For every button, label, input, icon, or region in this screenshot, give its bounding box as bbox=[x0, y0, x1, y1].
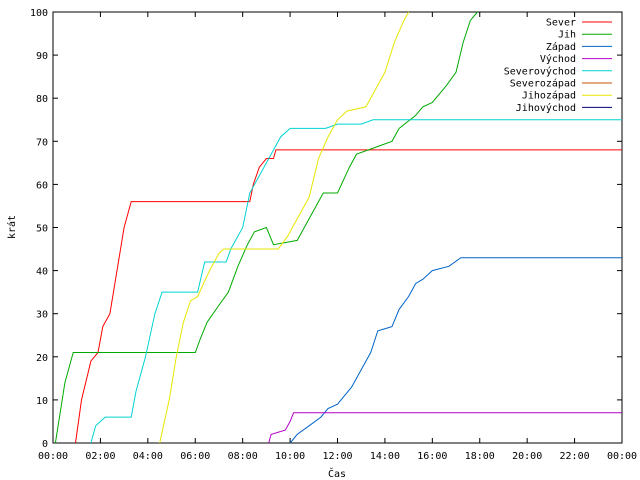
x-tick-label: 22:00 bbox=[560, 451, 590, 462]
series-line-Východ bbox=[268, 412, 622, 444]
series-line-Sever bbox=[75, 149, 622, 444]
legend-label: Severozápad bbox=[510, 78, 576, 90]
y-tick-label: 90 bbox=[36, 51, 48, 62]
x-tick-label: 16:00 bbox=[417, 451, 447, 462]
legend-label: Sever bbox=[546, 18, 576, 29]
y-tick-label: 40 bbox=[36, 267, 48, 278]
legend-label: Jihovýchod bbox=[516, 102, 576, 114]
series-line-Jihozápad bbox=[159, 11, 410, 444]
y-tick-label: 100 bbox=[30, 8, 48, 19]
x-tick-label: 12:00 bbox=[322, 451, 352, 462]
legend: SeverJihZápadVýchodSeverovýchodSeverozáp… bbox=[504, 18, 612, 114]
x-tick-label: 00:00 bbox=[38, 451, 68, 462]
y-tick-label: 50 bbox=[36, 224, 48, 235]
y-tick-label: 0 bbox=[42, 439, 48, 450]
y-tick-label: 30 bbox=[36, 310, 48, 321]
series-lines bbox=[54, 11, 622, 444]
y-tick-label: 60 bbox=[36, 180, 48, 191]
series-line-Severovýchod bbox=[90, 119, 622, 444]
series-line-Jih bbox=[54, 11, 478, 444]
legend-label: Západ bbox=[546, 41, 576, 53]
x-tick-label: 00:00 bbox=[607, 451, 637, 462]
x-tick-label: 02:00 bbox=[85, 451, 115, 462]
legend-label: Východ bbox=[540, 53, 576, 65]
y-tick-label: 80 bbox=[36, 94, 48, 105]
y-tick-label: 20 bbox=[36, 353, 48, 364]
x-tick-label: 20:00 bbox=[512, 451, 542, 462]
x-axis-label: Čas bbox=[328, 467, 346, 480]
legend-label: Severovýchod bbox=[504, 65, 576, 77]
y-tick-label: 10 bbox=[36, 396, 48, 407]
series-line-Západ bbox=[289, 257, 622, 444]
y-axis-ticks: 0 10 20 30 40 50 60 70 80 90 100 bbox=[30, 8, 622, 450]
x-axis-ticks: 00:00 02:00 04:00 06:00 08:00 10:00 12:00 14:00… bbox=[38, 12, 637, 462]
y-tick-label: 70 bbox=[36, 137, 48, 148]
y-axis-label: krát bbox=[6, 215, 18, 239]
x-tick-label: 18:00 bbox=[465, 451, 495, 462]
x-tick-label: 04:00 bbox=[133, 451, 163, 462]
x-tick-label: 10:00 bbox=[275, 451, 305, 462]
legend-label: Jihozápad bbox=[522, 90, 576, 102]
x-tick-label: 14:00 bbox=[370, 451, 400, 462]
legend-label: Jih bbox=[558, 30, 576, 41]
x-tick-label: 06:00 bbox=[180, 451, 210, 462]
x-tick-label: 08:00 bbox=[228, 451, 258, 462]
